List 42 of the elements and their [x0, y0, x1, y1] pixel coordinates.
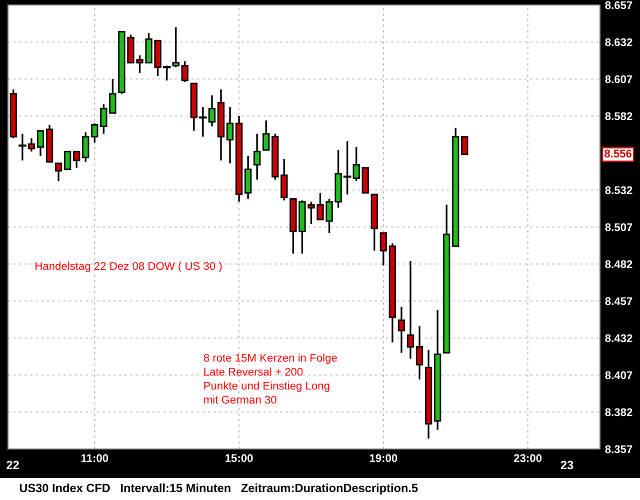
- candlestick: [352, 146, 360, 182]
- candlestick: [73, 150, 80, 169]
- candlestick: [262, 120, 270, 151]
- y-tick-label: 8.482: [605, 260, 632, 268]
- x-tick-label: 11:00: [81, 454, 108, 462]
- text: US30 Index CFD Intervall:15 Minuten Zeitraum:DurationDescription.5: [20, 483, 418, 495]
- candlestick: [54, 162, 62, 182]
- y-tick-label: 8.582: [605, 112, 632, 120]
- candlestick: [398, 306, 406, 354]
- y-tick-label: 8.382: [605, 408, 632, 416]
- candlestick: [406, 260, 414, 360]
- candlestick: [244, 155, 252, 200]
- candlestick: [226, 106, 234, 164]
- y-tick-label: 8.632: [605, 38, 632, 46]
- candlestick: [380, 232, 387, 266]
- candlestick: [36, 130, 44, 157]
- y-tick-label: 8.657: [605, 1, 632, 10]
- candlestick: [181, 60, 188, 83]
- y-tick-label: 8.407: [605, 371, 632, 380]
- y-tick-label: 8.532: [605, 186, 632, 194]
- candlestick: [82, 131, 90, 163]
- y-tick-label: 8.507: [605, 223, 632, 232]
- candlestick: [100, 103, 108, 135]
- candlestick: [253, 132, 261, 180]
- x-tick-label: 23:00: [514, 454, 542, 462]
- candlestick: [91, 122, 98, 144]
- candlestick: [64, 150, 72, 170]
- x-tick-label: 19:00: [370, 454, 398, 462]
- candlestick: [109, 78, 116, 114]
- candlestick: [416, 325, 424, 380]
- y-tick-label: 8.457: [605, 297, 632, 306]
- annotation: 8.556: [604, 150, 632, 158]
- annotation: 8 rote 15M Kerzen in Folge Late Reversal + 200 Punkte und Einstieg Long mit German 30: [204, 354, 337, 404]
- y-tick-label: 8.607: [605, 75, 632, 84]
- candlestick: [461, 136, 468, 156]
- annotation: Handelstag 22 Dez 08 DOW ( US 30 ): [36, 262, 222, 272]
- text: 23: [560, 460, 574, 470]
- candlestick: [280, 158, 288, 202]
- text: 22: [6, 460, 19, 470]
- y-tick-label: 8.357: [605, 445, 632, 454]
- x-tick-label: 15:00: [226, 454, 253, 462]
- y-tick-label: 8.432: [605, 334, 632, 342]
